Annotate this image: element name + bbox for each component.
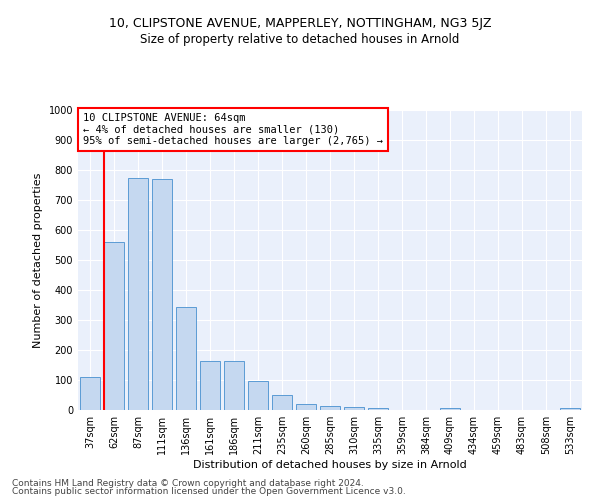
- Bar: [344, 407, 364, 410]
- Bar: [200, 361, 220, 410]
- Bar: [560, 408, 580, 410]
- Bar: [176, 306, 196, 410]
- Bar: [152, 179, 172, 410]
- Bar: [296, 404, 316, 410]
- Bar: [128, 178, 148, 410]
- Text: Contains public sector information licensed under the Open Government Licence v3: Contains public sector information licen…: [12, 487, 406, 496]
- Text: Contains HM Land Registry data © Crown copyright and database right 2024.: Contains HM Land Registry data © Crown c…: [12, 478, 364, 488]
- Bar: [320, 406, 340, 410]
- Text: Size of property relative to detached houses in Arnold: Size of property relative to detached ho…: [140, 32, 460, 46]
- Text: 10, CLIPSTONE AVENUE, MAPPERLEY, NOTTINGHAM, NG3 5JZ: 10, CLIPSTONE AVENUE, MAPPERLEY, NOTTING…: [109, 18, 491, 30]
- Bar: [272, 395, 292, 410]
- X-axis label: Distribution of detached houses by size in Arnold: Distribution of detached houses by size …: [193, 460, 467, 470]
- Bar: [224, 361, 244, 410]
- Bar: [440, 408, 460, 410]
- Bar: [368, 408, 388, 410]
- Bar: [248, 381, 268, 410]
- Text: 10 CLIPSTONE AVENUE: 64sqm
← 4% of detached houses are smaller (130)
95% of semi: 10 CLIPSTONE AVENUE: 64sqm ← 4% of detac…: [83, 113, 383, 146]
- Bar: [80, 377, 100, 410]
- Y-axis label: Number of detached properties: Number of detached properties: [33, 172, 43, 348]
- Bar: [104, 242, 124, 410]
